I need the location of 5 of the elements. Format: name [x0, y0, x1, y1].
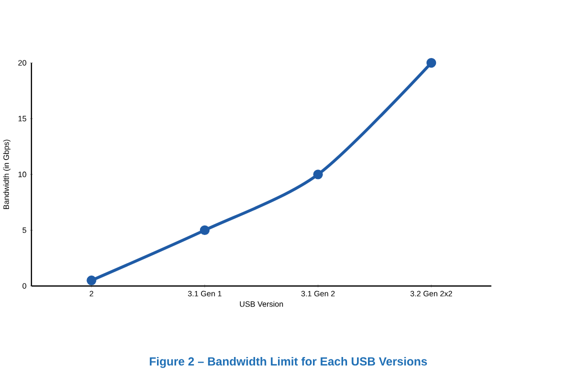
text: Figure 2 – Bandwidth Limit for Each USB Versions — [150, 357, 427, 368]
point — [86, 276, 96, 286]
point — [313, 170, 323, 180]
point — [200, 225, 210, 236]
point — [426, 58, 436, 68]
